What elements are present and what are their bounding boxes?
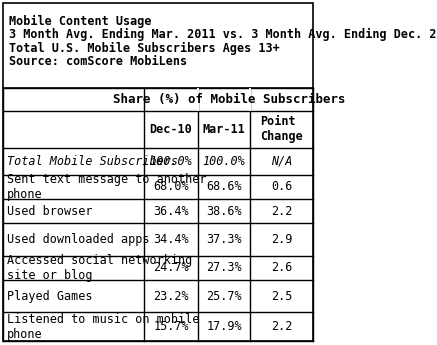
Text: 36.4%: 36.4% xyxy=(153,205,189,218)
Text: Played Games: Played Games xyxy=(7,290,93,303)
Text: 2.5: 2.5 xyxy=(271,290,292,303)
Text: 25.7%: 25.7% xyxy=(206,290,242,303)
Text: 2.9: 2.9 xyxy=(271,233,292,246)
Text: 38.6%: 38.6% xyxy=(206,205,242,218)
Text: Dec-10: Dec-10 xyxy=(149,122,192,136)
Text: Sent text message to another
phone: Sent text message to another phone xyxy=(7,173,206,201)
Text: 2.2: 2.2 xyxy=(271,321,292,333)
Text: 34.4%: 34.4% xyxy=(153,233,189,246)
Text: Source: comScore MobiLens: Source: comScore MobiLens xyxy=(10,55,187,68)
Text: 0.6: 0.6 xyxy=(271,180,292,193)
Bar xyxy=(197,88,199,110)
Text: 15.7%: 15.7% xyxy=(153,321,189,333)
Text: Mobile Content Usage: Mobile Content Usage xyxy=(10,14,152,28)
Text: Total U.S. Mobile Subscribers Ages 13+: Total U.S. Mobile Subscribers Ages 13+ xyxy=(10,42,280,55)
Text: Used downloaded apps: Used downloaded apps xyxy=(7,233,149,246)
Text: Point
Change: Point Change xyxy=(260,115,303,143)
Text: Used browser: Used browser xyxy=(7,205,93,218)
Text: 100.0%: 100.0% xyxy=(203,155,246,168)
Bar xyxy=(249,88,251,110)
Text: 100.0%: 100.0% xyxy=(149,155,192,168)
Text: 37.3%: 37.3% xyxy=(206,233,242,246)
Text: 17.9%: 17.9% xyxy=(206,321,242,333)
Text: 68.6%: 68.6% xyxy=(206,180,242,193)
Text: Total Mobile Subscribers: Total Mobile Subscribers xyxy=(7,155,178,168)
Text: 24.7%: 24.7% xyxy=(153,261,189,274)
Text: Share (%) of Mobile Subscribers: Share (%) of Mobile Subscribers xyxy=(112,93,345,106)
Text: Mar-11: Mar-11 xyxy=(203,122,246,136)
Text: 2.2: 2.2 xyxy=(271,205,292,218)
Text: 68.0%: 68.0% xyxy=(153,180,189,193)
Text: N/A: N/A xyxy=(271,155,292,168)
Text: Listened to music on mobile
phone: Listened to music on mobile phone xyxy=(7,313,199,341)
Text: 3 Month Avg. Ending Mar. 2011 vs. 3 Month Avg. Ending Dec. 2010: 3 Month Avg. Ending Mar. 2011 vs. 3 Mont… xyxy=(10,28,437,41)
Text: Accessed social networking
site or blog: Accessed social networking site or blog xyxy=(7,254,192,282)
Text: 27.3%: 27.3% xyxy=(206,261,242,274)
Text: 2.6: 2.6 xyxy=(271,261,292,274)
Text: 23.2%: 23.2% xyxy=(153,290,189,303)
